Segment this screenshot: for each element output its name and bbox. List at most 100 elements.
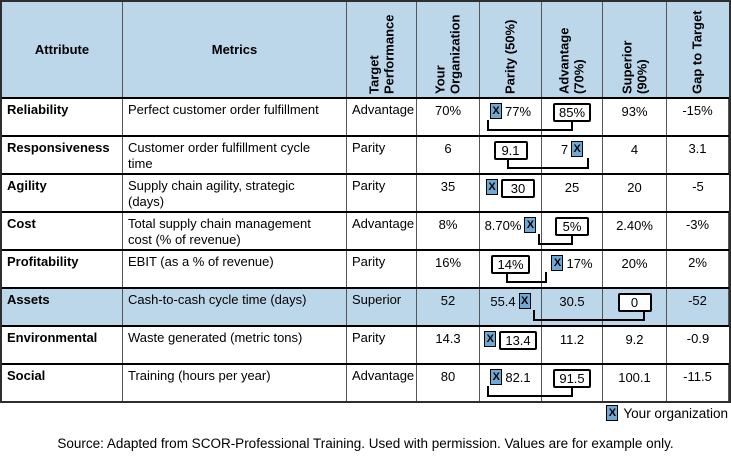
cell-metrics: EBIT (as a % of revenue) bbox=[123, 251, 347, 287]
cell-parity: 9.1 bbox=[480, 137, 542, 175]
cell-superior: 0 bbox=[603, 289, 667, 325]
cell-advantage: 91.5 bbox=[542, 365, 603, 401]
cell-advantage: 11.2 bbox=[542, 327, 603, 363]
your-organization-marker-icon: X bbox=[490, 369, 503, 385]
header-target-performance: Target Performance bbox=[347, 2, 417, 97]
cell-parity: 14% bbox=[480, 251, 542, 287]
cell-advantage: 25 bbox=[542, 175, 603, 213]
cell-your-organization: 16% bbox=[417, 251, 480, 287]
cell-target-performance: Parity bbox=[347, 175, 417, 213]
cell-target-performance: Parity bbox=[347, 137, 417, 175]
cell-target-performance: Advantage bbox=[347, 99, 417, 135]
cell-attribute: Reliability bbox=[2, 99, 123, 135]
cell-parity: X 82.1 bbox=[480, 365, 542, 401]
header-label: Metrics bbox=[211, 41, 258, 57]
source-note: Source: Adapted from SCOR-Professional T… bbox=[57, 436, 674, 451]
legend: X Your organization bbox=[606, 405, 728, 421]
value: 55.4 bbox=[490, 294, 516, 309]
cell-advantage: 30.5 bbox=[542, 289, 603, 325]
header-label: Target Performance bbox=[365, 14, 396, 94]
marker-to-target-connector bbox=[487, 386, 573, 397]
your-organization-marker-icon: X bbox=[571, 141, 584, 157]
value: 11.2 bbox=[559, 332, 585, 347]
target-value-box: 14% bbox=[491, 255, 530, 274]
header-superior-90: Superior (90%) bbox=[603, 2, 667, 97]
cell-your-organization: 8% bbox=[417, 213, 480, 251]
value: 93% bbox=[621, 104, 648, 119]
table-row-assets: Assets Cash-to-cash cycle time (days) Supe… bbox=[2, 287, 729, 325]
value: 7 bbox=[560, 142, 569, 157]
cell-attribute: Responsiveness bbox=[2, 137, 123, 175]
benchmark-table: Attribute Metrics Target Performance Your O… bbox=[0, 0, 731, 403]
target-value-box: 85% bbox=[552, 103, 592, 122]
cell-your-organization: 14.3 bbox=[417, 327, 480, 363]
header-label: Advantage (70%) bbox=[556, 27, 586, 94]
cell-attribute: Profitability bbox=[2, 251, 123, 287]
marker-to-target-connector bbox=[538, 234, 573, 245]
cell-superior: 2.40% bbox=[603, 213, 667, 251]
cell-target-performance: Advantage bbox=[347, 213, 417, 251]
cell-attribute: Assets bbox=[2, 289, 123, 325]
marker-to-target-connector bbox=[533, 310, 645, 321]
table-row-cost: Cost Total supply chain management cost (… bbox=[2, 211, 729, 251]
table-row-reliability: Reliability Perfect customer order fulfil… bbox=[2, 97, 729, 135]
cell-your-organization: 70% bbox=[417, 99, 480, 135]
cell-gap-to-target: -11.5 bbox=[667, 365, 729, 401]
cell-target-performance: Parity bbox=[347, 327, 417, 363]
cell-metrics: Cash-to-cash cycle time (days) bbox=[123, 289, 347, 325]
cell-gap-to-target: 2% bbox=[667, 251, 729, 287]
header-gap-to-target: Gap to Target bbox=[667, 2, 729, 97]
cell-superior: 20 bbox=[603, 175, 667, 213]
value: 17% bbox=[566, 256, 593, 271]
header-your-organization: Your Organization bbox=[417, 2, 480, 97]
header-attribute: Attribute bbox=[2, 2, 123, 97]
cell-advantage: 5% bbox=[542, 213, 603, 251]
target-value-box: 0 bbox=[617, 293, 652, 312]
your-organization-marker-icon: X bbox=[489, 103, 502, 119]
cell-your-organization: 52 bbox=[417, 289, 480, 325]
cell-superior: 20% bbox=[603, 251, 667, 287]
table-row-responsiveness: Responsiveness Customer order fulfillment… bbox=[2, 135, 729, 175]
cell-superior: 9.2 bbox=[603, 327, 667, 363]
cell-metrics: Supply chain agility, strategic (days) bbox=[123, 175, 347, 213]
target-value-box: 13.4 bbox=[499, 331, 537, 350]
cell-parity: X 13.4 bbox=[480, 327, 542, 363]
cell-superior: 93% bbox=[603, 99, 667, 135]
cell-parity: 55.4 X bbox=[480, 289, 542, 325]
cell-parity: X 77% bbox=[480, 99, 542, 135]
target-value-box: 30 bbox=[501, 179, 535, 198]
cell-gap-to-target: -3% bbox=[667, 213, 729, 251]
cell-superior: 4 bbox=[603, 137, 667, 175]
header-advantage-70: Advantage (70%) bbox=[542, 2, 603, 97]
cell-parity: 8.70% X bbox=[480, 213, 542, 251]
header-label: Parity (50%) bbox=[502, 19, 518, 94]
marker-to-target-connector bbox=[506, 272, 547, 283]
value: 8.70% bbox=[484, 218, 522, 233]
table-row-social: Social Training (hours per year) Advantage… bbox=[2, 363, 729, 401]
table-row-agility: Agility Supply chain agility, strategic (… bbox=[2, 173, 729, 213]
cell-target-performance: Parity bbox=[347, 251, 417, 287]
cell-parity: X 30 bbox=[480, 175, 542, 213]
cell-metrics: Total supply chain management cost (% of… bbox=[123, 213, 347, 251]
cell-superior: 100.1 bbox=[603, 365, 667, 401]
cell-attribute: Social bbox=[2, 365, 123, 401]
value: 2.40% bbox=[616, 218, 653, 233]
header-label: Attribute bbox=[34, 41, 90, 57]
your-organization-marker-icon: X bbox=[551, 255, 564, 271]
cell-gap-to-target: 3.1 bbox=[667, 137, 729, 175]
value: 77% bbox=[504, 104, 532, 119]
value: 9.2 bbox=[625, 332, 644, 347]
target-value-box: 9.1 bbox=[493, 141, 528, 160]
cell-metrics: Training (hours per year) bbox=[123, 365, 347, 401]
cell-attribute: Cost bbox=[2, 213, 123, 251]
value: 25 bbox=[564, 180, 580, 195]
cell-your-organization: 35 bbox=[417, 175, 480, 213]
value: 100.1 bbox=[618, 370, 651, 385]
header-label: Gap to Target bbox=[689, 9, 705, 94]
header-label: Superior (90%) bbox=[618, 40, 649, 94]
value: 4 bbox=[630, 142, 639, 157]
your-organization-marker-icon: X bbox=[484, 331, 497, 347]
header-parity-50: Parity (50%) bbox=[480, 2, 542, 97]
cell-your-organization: 6 bbox=[417, 137, 480, 175]
